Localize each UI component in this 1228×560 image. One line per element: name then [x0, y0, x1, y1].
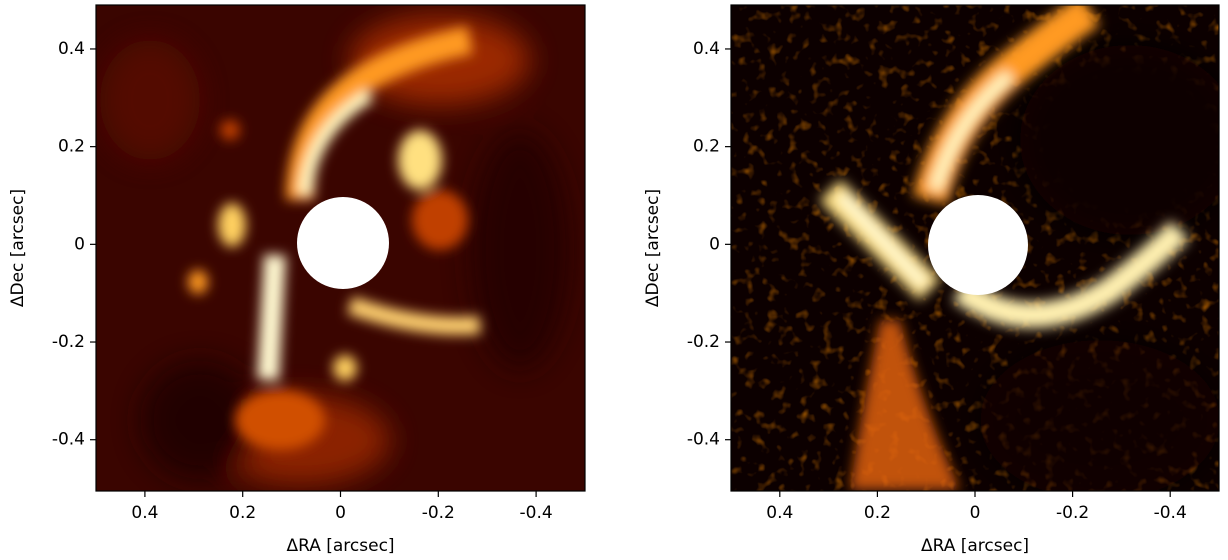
- y-tick-label: 0.4: [58, 39, 85, 59]
- image-right: [731, 5, 1219, 491]
- x-tick-label: 0.4: [131, 503, 158, 523]
- x-tick-label: 0.4: [766, 503, 793, 523]
- y-axis-label: ΔDec [arcsec]: [643, 189, 663, 307]
- y-tick-label: -0.2: [687, 332, 720, 352]
- y-tick-label: -0.4: [52, 430, 85, 450]
- image-left: [96, 5, 585, 491]
- y-tick-label: -0.4: [687, 430, 720, 450]
- y-tick-label: 0.4: [693, 39, 720, 59]
- x-tick-label: -0.4: [520, 503, 553, 523]
- x-tick-label: -0.4: [1154, 503, 1187, 523]
- x-axis-label: ΔRA [arcsec]: [921, 536, 1029, 556]
- y-tick-label: -0.2: [52, 332, 85, 352]
- x-tick-label: 0.2: [229, 503, 256, 523]
- y-tick-label: 0: [709, 234, 720, 254]
- y-tick-label: 0.2: [58, 137, 85, 157]
- y-axis-label: ΔDec [arcsec]: [8, 189, 28, 307]
- x-tick-label: -0.2: [1056, 503, 1089, 523]
- y-tick-label: 0: [74, 234, 85, 254]
- y-tick-label: 0.2: [693, 137, 720, 157]
- x-tick-label: -0.2: [422, 503, 455, 523]
- x-tick-label: 0: [335, 503, 346, 523]
- x-tick-label: 0.2: [864, 503, 891, 523]
- x-tick-label: 0: [970, 503, 981, 523]
- x-axis-label: ΔRA [arcsec]: [286, 536, 394, 556]
